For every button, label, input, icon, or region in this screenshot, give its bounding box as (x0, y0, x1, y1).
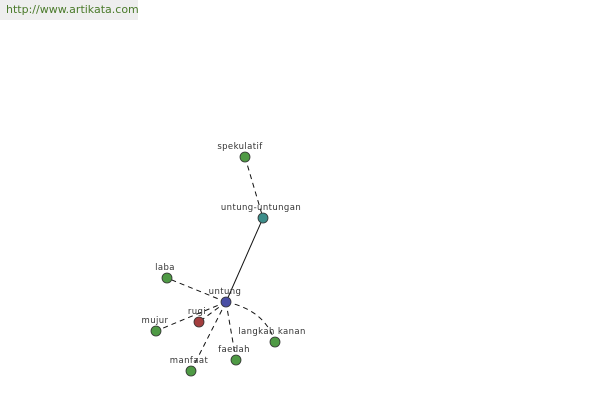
node[interactable] (161, 272, 173, 284)
site-url[interactable]: http://www.artikata.com (0, 0, 139, 20)
node[interactable] (193, 316, 205, 328)
node[interactable] (257, 212, 269, 224)
node-label[interactable]: spekulatif (217, 142, 263, 152)
node[interactable] (150, 325, 162, 337)
edge (155, 301, 227, 332)
node-label[interactable]: mujur (142, 316, 169, 326)
edge (225, 217, 264, 303)
node-label[interactable]: untung-untungan (221, 203, 301, 213)
edge (244, 156, 264, 219)
edge (166, 277, 227, 303)
node-label[interactable]: untung (209, 287, 242, 297)
node[interactable] (269, 336, 281, 348)
edge (190, 301, 227, 372)
node[interactable] (185, 365, 197, 377)
node[interactable] (220, 296, 232, 308)
node[interactable] (230, 354, 242, 366)
node-label[interactable]: manfaat (170, 356, 209, 366)
node-label[interactable]: faedah (218, 345, 250, 355)
node-label[interactable]: langkah kanan (238, 327, 306, 337)
edge (225, 301, 237, 361)
node[interactable] (239, 151, 251, 163)
node-label[interactable]: rugi (188, 307, 206, 317)
edge (198, 301, 227, 323)
node-label[interactable]: laba (155, 263, 175, 273)
